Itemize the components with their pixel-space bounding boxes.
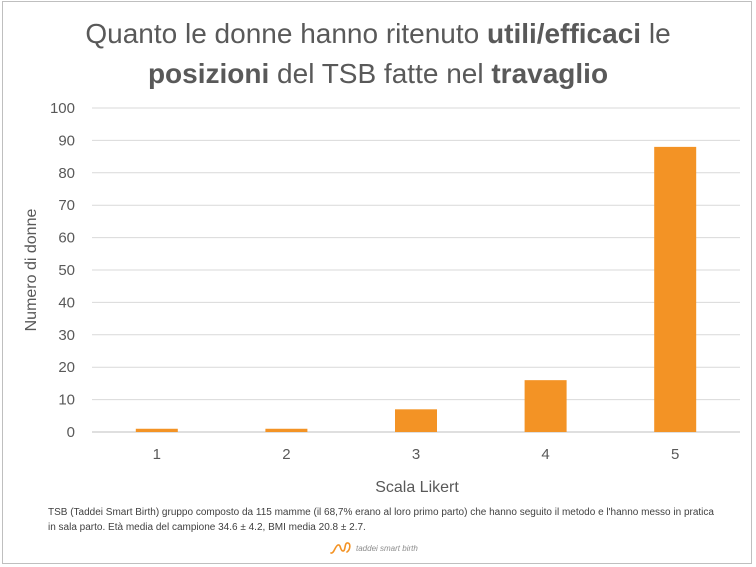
title-line2-b: del TSB fatte nel: [269, 58, 492, 89]
y-tick-label: 70: [58, 197, 75, 214]
y-tick-label: 80: [58, 165, 75, 182]
x-tick-label: 4: [541, 446, 549, 463]
title-line-2: posizioni del TSB fatte nel travaglio: [0, 54, 756, 94]
x-tick-label: 3: [412, 446, 420, 463]
title-line1-c: le: [641, 18, 671, 49]
title-line-1: Quanto le donne hanno ritenuto utili/eff…: [0, 14, 756, 54]
bar-2: [265, 428, 308, 432]
y-tick-label: 20: [58, 359, 75, 376]
y-tick-label: 40: [58, 294, 75, 311]
x-tick-label: 1: [153, 446, 161, 463]
title-line2-bold-a: posizioni: [147, 58, 270, 89]
y-tick-label: 100: [50, 100, 75, 117]
bar-chart: 0 10 20 30 40 50 60 70 80 90 100 1 2 3 4 5 Numero di d…: [23, 100, 740, 496]
y-tick-label: 90: [58, 132, 75, 149]
bar-5: [654, 146, 697, 432]
x-tick-label: 5: [671, 446, 679, 463]
logo-mark-icon: [330, 542, 351, 554]
title-line1-bold: utili/efficaci: [487, 18, 642, 49]
y-tick-label: 50: [58, 262, 75, 279]
bars: [135, 146, 697, 432]
x-axis-label: Scala Likert: [375, 479, 459, 496]
gridlines: [92, 107, 740, 433]
logo-text: taddei smart birth: [356, 543, 418, 553]
brand-logo: taddei smart birth: [330, 539, 418, 557]
y-tick-labels: 0 10 20 30 40 50 60 70 80 90 100: [50, 100, 75, 441]
chart-title: Quanto le donne hanno ritenuto utili/eff…: [0, 14, 756, 94]
y-tick-label: 60: [58, 230, 75, 247]
title-line2-bold-c: travaglio: [491, 58, 609, 89]
footnote: TSB (Taddei Smart Birth) gruppo composto…: [48, 507, 714, 533]
bar-1: [135, 428, 178, 432]
bar-4: [524, 380, 567, 432]
y-tick-label: 30: [58, 327, 75, 344]
y-tick-label: 10: [58, 392, 75, 409]
y-tick-label: 0: [67, 424, 75, 441]
x-tick-label: 2: [282, 446, 290, 463]
title-line1-a: Quanto le donne hanno ritenuto: [85, 18, 488, 49]
bar-3: [395, 409, 437, 432]
y-axis-label: Numero di donne: [23, 209, 40, 332]
x-tick-labels: 1 2 3 4 5: [153, 446, 680, 463]
